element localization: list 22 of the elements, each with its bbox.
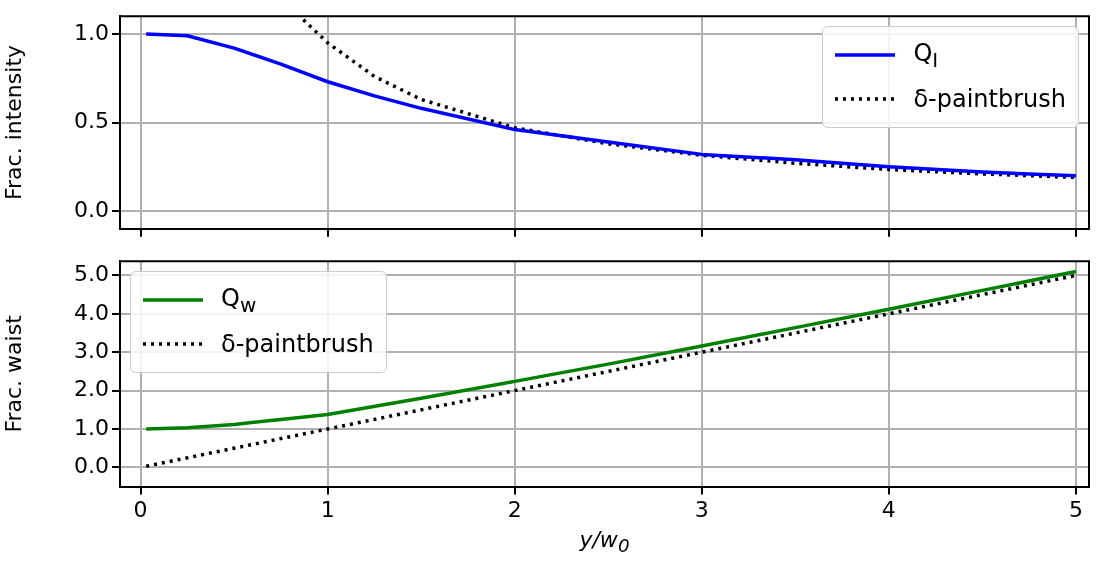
x-tick-label: 3 (694, 496, 709, 522)
y-tick-label: 0.5 (74, 108, 109, 134)
y-tick-label: 3.0 (74, 337, 109, 363)
x-tick-label: 1 (320, 496, 335, 522)
x-tick-label: 4 (881, 496, 896, 522)
legend-label: δ-paintbrush (221, 330, 374, 359)
x-tick-label: 5 (1068, 496, 1083, 522)
legend-label: Q$_{w}$ (221, 283, 257, 317)
y-tick-label: 0.0 (74, 196, 109, 222)
x-tick-label: 0 (133, 496, 148, 522)
y-tick-label: 0.0 (74, 453, 109, 479)
x-axis-title: y/w$_{0}$ (578, 527, 631, 557)
y-tick-label: 4.0 (74, 299, 109, 325)
legend-label: δ-paintbrush (913, 85, 1066, 114)
y-tick-label: 2.0 (74, 376, 109, 402)
y-tick-label: 5.0 (74, 261, 109, 287)
legend-label: Q$_{I}$ (913, 38, 939, 72)
y-tick-label: 1.0 (74, 19, 109, 45)
y-tick-label: 1.0 (74, 414, 109, 440)
y-axis-title: Frac. waist (0, 314, 26, 433)
x-tick-label: 2 (507, 496, 522, 522)
y-axis-title: Frac. intensity (0, 44, 26, 201)
